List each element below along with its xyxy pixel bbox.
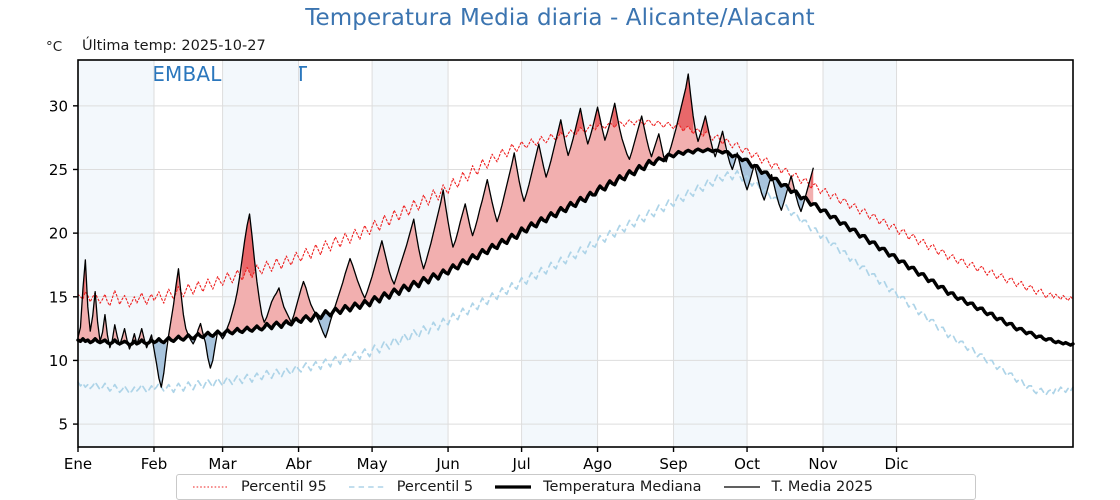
legend-line-sample: [723, 486, 760, 488]
series-line-media-2025: [77, 73, 814, 388]
y-tick-label: 10: [49, 352, 68, 370]
legend-label: Temperatura Mediana: [543, 479, 702, 495]
x-tick-label: Abr: [286, 455, 313, 473]
x-tick-label: May: [357, 455, 388, 473]
month-bands: [78, 60, 897, 447]
legend-item-3[interactable]: T. Media 2025: [722, 479, 873, 495]
deviation-fill: [335, 103, 664, 314]
x-tick-label: Nov: [808, 455, 837, 473]
month-band: [78, 60, 154, 447]
x-tick-label: Sep: [659, 455, 687, 473]
deviation-fill: [756, 165, 770, 201]
deviation-fill: [112, 324, 118, 343]
deviation-fill: [168, 268, 189, 342]
deviation-fill: [575, 108, 583, 136]
y-tick-label: 25: [49, 161, 68, 179]
x-tick-label: Dic: [885, 455, 909, 473]
month-band: [222, 60, 299, 447]
x-tick-label: Jun: [435, 455, 459, 473]
deviation-fill: [739, 158, 752, 190]
deviation-fill: [727, 151, 735, 170]
y-tick-label: 30: [49, 97, 68, 115]
legend-item-1[interactable]: Percentil 5: [347, 479, 473, 495]
month-band: [823, 60, 897, 447]
y-tick-label: 20: [49, 225, 68, 243]
deviation-fill: [122, 328, 128, 343]
legend-line-sample: [495, 485, 532, 489]
plot-frame: [77, 59, 1074, 448]
legend-item-0[interactable]: Percentil 95: [191, 479, 327, 495]
x-tick-label: Ago: [583, 455, 612, 473]
chart-legend: Percentil 95 Percentil 5 Temperatura Media…: [176, 474, 976, 500]
legend-line-sample: [193, 486, 229, 488]
axes: 5 10 15 20 25 30 Ene Feb Mar Abr May Jun Jul Ago Sep Oc…: [49, 97, 909, 473]
x-tick-label: Ene: [64, 455, 92, 473]
series-line-mediana: [76, 147, 1075, 347]
deviation-fill: [810, 168, 814, 189]
legend-label: Percentil 5: [396, 479, 474, 495]
x-tick-label: Jul: [512, 455, 531, 473]
series-line-percentil-5: [77, 169, 1074, 396]
y-axis-unit-label: °C: [46, 39, 63, 55]
last-temp-label: Última temp: 2025-10-27: [82, 38, 266, 54]
x-tick-label: Mar: [208, 455, 237, 473]
y-tick-label: 5: [58, 416, 68, 434]
deviation-fill: [315, 310, 333, 338]
x-tick-label: Oct: [734, 455, 760, 473]
page-title: Temperatura Media diaria - Alicante/Alac…: [305, 5, 815, 31]
x-tick-label: Feb: [141, 455, 168, 473]
legend-item-2[interactable]: Temperatura Mediana: [493, 479, 702, 495]
legend-line-sample: [348, 486, 385, 488]
deviation-fill: [558, 119, 564, 137]
y-tick-label: 15: [49, 288, 68, 306]
legend-label: T. Media 2025: [771, 479, 873, 495]
data-lines: [76, 73, 1075, 396]
legend-label: Percentil 95: [241, 479, 327, 495]
